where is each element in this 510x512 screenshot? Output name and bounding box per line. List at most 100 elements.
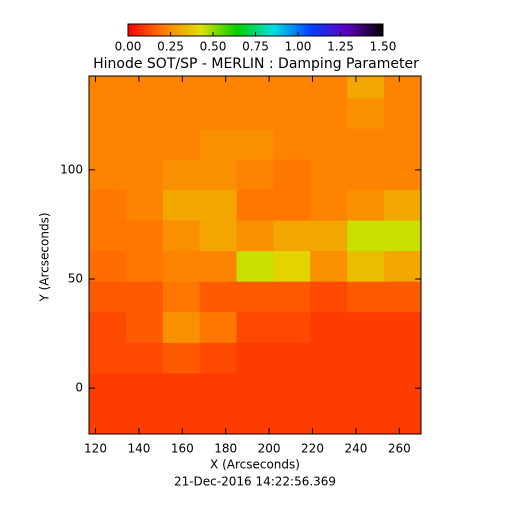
colorbar-tick-label: 0.25	[157, 40, 184, 54]
heatmap-cell	[199, 403, 238, 435]
x-axis-label: X (Arcseconds)	[210, 458, 300, 472]
heatmap-cell	[125, 311, 164, 343]
x-tick-label: 140	[127, 442, 150, 456]
heatmap-cell	[236, 158, 274, 191]
heatmap-cell	[162, 189, 201, 221]
plot-frame	[88, 75, 422, 435]
heatmap-cell	[199, 97, 238, 129]
heatmap-cell	[347, 403, 385, 435]
heatmap-cell	[199, 372, 238, 404]
heatmap-cell	[310, 76, 348, 99]
heatmap-cell	[273, 250, 311, 282]
heatmap-cell	[236, 76, 274, 99]
heatmap-cell	[162, 220, 201, 252]
heatmap-cell	[199, 76, 238, 99]
colorbar-tick-label: 0.75	[242, 40, 269, 54]
heatmap-cell	[236, 189, 274, 221]
colorbar-tick-label: 1.50	[370, 40, 397, 54]
heatmap-cell	[347, 220, 385, 252]
heatmap-cell	[310, 372, 348, 404]
heatmap-cell	[347, 128, 385, 160]
heatmap-cell	[89, 250, 127, 282]
heatmap-cell	[347, 97, 385, 129]
heatmap-cell	[162, 403, 201, 435]
heatmap-cell	[384, 189, 422, 221]
heatmap-cell	[89, 97, 127, 129]
colorbar-tick-label: 0.00	[115, 40, 142, 54]
heatmap-cell	[89, 372, 127, 404]
x-tick-label: 160	[171, 442, 194, 456]
heatmap-cell	[162, 97, 201, 129]
x-tick-label: 120	[84, 442, 107, 456]
x-tick-label: 220	[301, 442, 324, 456]
heatmap-cell	[384, 342, 422, 374]
heatmap-cell	[89, 311, 127, 343]
heatmap-cell	[310, 250, 348, 282]
heatmap-cell	[89, 189, 127, 221]
heatmap-cell	[125, 189, 164, 221]
heatmap-cell	[310, 342, 348, 374]
y-tick-label: 100	[60, 162, 83, 176]
heatmap-cell	[162, 128, 201, 160]
x-tick-label: 200	[258, 442, 281, 456]
heatmap-cell	[310, 281, 348, 313]
heatmap-cell	[125, 158, 164, 191]
heatmap-cell	[162, 342, 201, 374]
x-tick-label: 260	[388, 442, 411, 456]
heatmap-cell	[384, 128, 422, 160]
heatmap-cell	[236, 97, 274, 129]
heatmap-cell	[125, 342, 164, 374]
heatmap-cell	[236, 220, 274, 252]
heatmap-cell	[199, 220, 238, 252]
heatmap-cell	[310, 158, 348, 191]
heatmap-cell	[273, 220, 311, 252]
x-tick-label: 180	[214, 442, 237, 456]
heatmap-cell	[384, 250, 422, 282]
heatmap-cell	[273, 372, 311, 404]
heatmap-cell	[347, 342, 385, 374]
heatmap-cell	[384, 403, 422, 435]
y-tick-label: 0	[75, 381, 83, 395]
heatmap-cell	[199, 128, 238, 160]
heatmap-cell	[310, 189, 348, 221]
heatmap-cell	[273, 342, 311, 374]
heatmap-cell	[162, 158, 201, 191]
heatmap-cell	[384, 97, 422, 129]
heatmap-cell	[347, 76, 385, 99]
heatmap-cell	[89, 281, 127, 313]
heatmap-cell	[89, 128, 127, 160]
heatmap-cell	[273, 403, 311, 435]
heatmap-cell	[162, 76, 201, 99]
heatmap-cell	[162, 311, 201, 343]
heatmap-cell	[236, 250, 274, 282]
heatmap-cell	[236, 342, 274, 374]
y-tick-label: 50	[68, 272, 83, 286]
colorbar-tick-label: 0.50	[200, 40, 227, 54]
heatmap-cell	[347, 250, 385, 282]
heatmap-cell	[162, 250, 201, 282]
heatmap-cell	[125, 128, 164, 160]
heatmap-cell	[273, 97, 311, 129]
heatmap-cell	[125, 403, 164, 435]
heatmap-cell	[162, 372, 201, 404]
chart-title: Hinode SOT/SP - MERLIN : Damping Paramet…	[93, 56, 419, 72]
heatmap-cell	[310, 97, 348, 129]
heatmap-cell	[199, 311, 238, 343]
heatmap-cell	[125, 281, 164, 313]
heatmap-cell	[89, 158, 127, 191]
heatmap-cell	[273, 128, 311, 160]
heatmap-cell	[384, 281, 422, 313]
heatmap-cell	[199, 250, 238, 282]
footer-timestamp: 21-Dec-2016 14:22:56.369	[174, 475, 336, 489]
heatmap-cell	[347, 189, 385, 221]
heatmap-cell	[236, 403, 274, 435]
y-axis-label: Y (Arcseconds)	[38, 212, 52, 302]
heatmap-cell	[125, 220, 164, 252]
heatmap-cell	[236, 372, 274, 404]
heatmap-cell	[89, 403, 127, 435]
heatmap-cell	[273, 76, 311, 99]
heatmap-cell	[384, 76, 422, 99]
colorbar-tick-label: 1.25	[327, 40, 354, 54]
heatmap-cell	[125, 372, 164, 404]
